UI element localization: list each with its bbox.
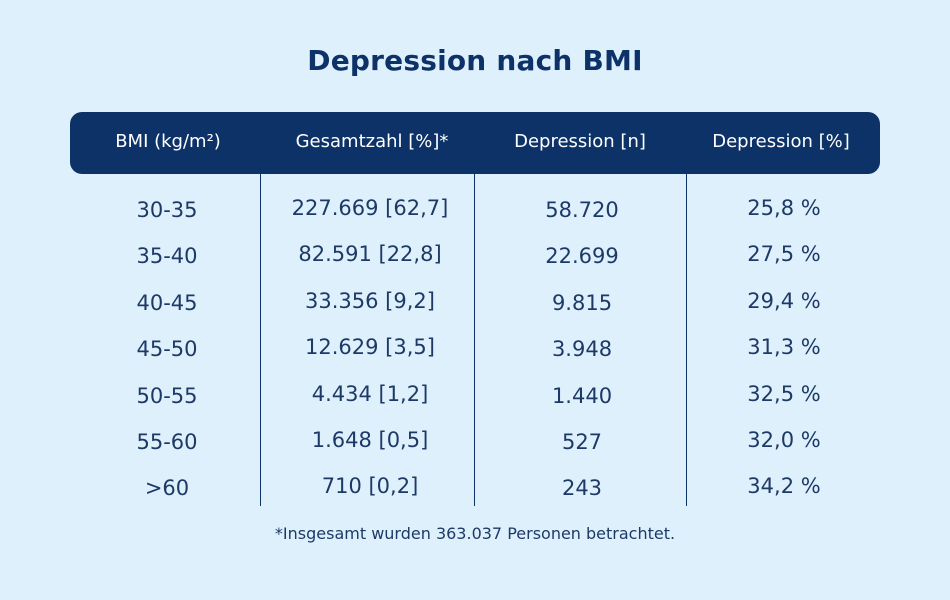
cell-depression-percent: 34,2 % bbox=[747, 474, 821, 499]
footnote: *Insgesamt wurden 363.037 Personen betra… bbox=[274, 524, 676, 543]
cell-bmi: 55-60 bbox=[136, 430, 198, 454]
page-title: Depression nach BMI bbox=[307, 44, 643, 77]
cell-gesamtzahl: 227.669 [62,7] bbox=[291, 196, 449, 220]
column-divider bbox=[260, 174, 261, 506]
cell-bmi: 50-55 bbox=[136, 383, 198, 408]
cell-depression-n: 527 bbox=[561, 430, 603, 454]
column-header-depression-n: Depression [n] bbox=[514, 131, 646, 152]
cell-depression-n: 1.440 bbox=[551, 383, 613, 408]
cell-bmi: 30-35 bbox=[136, 198, 198, 222]
cell-depression-n: 3.948 bbox=[551, 337, 613, 362]
table-row: >60 710 [0,2] 243 34,2 % bbox=[70, 468, 880, 508]
cell-depression-n: 9.815 bbox=[551, 290, 613, 315]
cell-gesamtzahl: 33.356 [9,2] bbox=[305, 288, 435, 313]
table-row: 30-35 227.669 [62,7] 58.720 25,8 % bbox=[70, 190, 880, 230]
cell-gesamtzahl: 1.648 [0,5] bbox=[311, 428, 429, 452]
cell-depression-percent: 32,5 % bbox=[747, 381, 821, 406]
table-row: 35-40 82.591 [22,8] 22.699 27,5 % bbox=[70, 236, 880, 276]
table-row: 55-60 1.648 [0,5] 527 32,0 % bbox=[70, 422, 880, 462]
cell-depression-percent: 32,0 % bbox=[747, 428, 821, 452]
cell-depression-n: 22.699 bbox=[545, 244, 619, 269]
column-header-depression-percent: Depression [%] bbox=[712, 131, 850, 152]
cell-gesamtzahl: 4.434 [1,2] bbox=[311, 381, 429, 406]
column-divider bbox=[686, 174, 687, 506]
table-header: BMI (kg/m²) Gesamtzahl [%]* Depression [… bbox=[70, 112, 880, 174]
cell-bmi: 40-45 bbox=[136, 290, 198, 315]
cell-gesamtzahl: 82.591 [22,8] bbox=[298, 242, 442, 267]
cell-depression-percent: 31,3 % bbox=[747, 335, 821, 360]
cell-gesamtzahl: 710 [0,2] bbox=[321, 474, 419, 499]
cell-depression-n: 58.720 bbox=[545, 198, 619, 222]
cell-bmi: 35-40 bbox=[136, 244, 198, 269]
cell-depression-percent: 29,4 % bbox=[747, 288, 821, 313]
cell-bmi: >60 bbox=[144, 476, 190, 501]
cell-depression-percent: 27,5 % bbox=[747, 242, 821, 267]
table-row: 40-45 33.356 [9,2] 9.815 29,4 % bbox=[70, 283, 880, 323]
cell-depression-percent: 25,8 % bbox=[747, 196, 821, 220]
table-row: 50-55 4.434 [1,2] 1.440 32,5 % bbox=[70, 376, 880, 416]
table-row: 45-50 12.629 [3,5] 3.948 31,3 % bbox=[70, 329, 880, 369]
column-header-gesamtzahl: Gesamtzahl [%]* bbox=[295, 131, 449, 152]
cell-bmi: 45-50 bbox=[136, 337, 198, 362]
cell-gesamtzahl: 12.629 [3,5] bbox=[305, 335, 435, 360]
column-header-bmi: BMI (kg/m²) bbox=[115, 131, 221, 152]
cell-depression-n: 243 bbox=[561, 476, 603, 501]
column-divider bbox=[474, 174, 475, 506]
